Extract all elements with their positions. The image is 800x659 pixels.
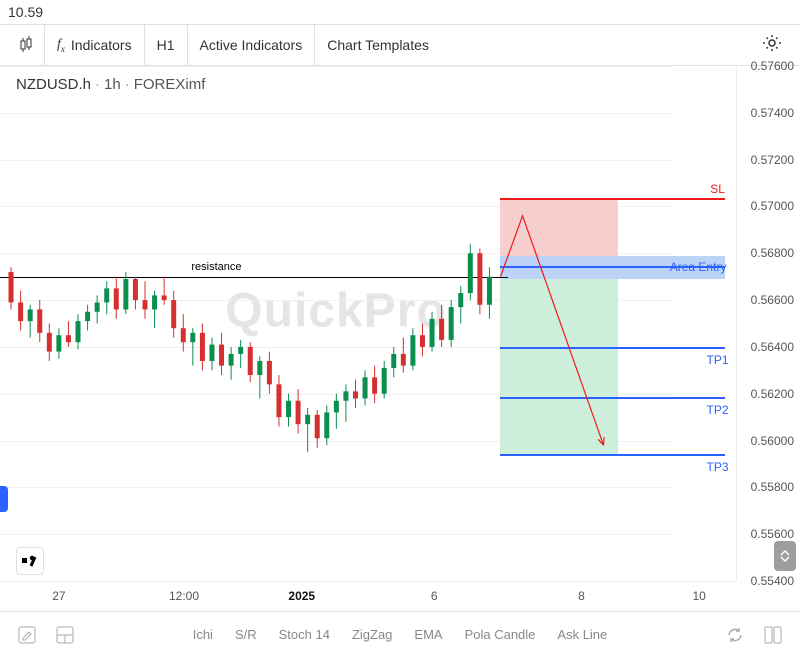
y-axis-label: 0.55600 — [751, 527, 794, 541]
side-collapse-tab[interactable] — [0, 486, 8, 512]
y-axis-label: 0.57600 — [751, 59, 794, 73]
chart-templates-label: Chart Templates — [327, 37, 429, 53]
indicator-shortcut[interactable]: S/R — [235, 627, 257, 642]
timeframe-label: H1 — [157, 37, 175, 53]
y-axis-label: 0.57000 — [751, 199, 794, 213]
chart-header: NZDUSD.h·1h·FOREXimf — [16, 76, 205, 93]
plot[interactable]: SLArea EntryTP1TP2TP3resistance — [0, 66, 736, 581]
x-axis-label: 8 — [578, 589, 585, 603]
symbol-label: NZDUSD.h — [16, 76, 91, 93]
indicators-label: Indicators — [71, 37, 132, 53]
tv-icon — [22, 555, 38, 567]
tradingview-badge[interactable] — [16, 547, 44, 575]
pencil-icon — [18, 626, 36, 644]
x-axis-label: 12:00 — [169, 589, 199, 603]
x-axis-label: 2025 — [288, 589, 315, 603]
settings-button[interactable] — [752, 27, 792, 64]
indicators-button[interactable]: fx Indicators — [45, 25, 145, 65]
x-axis-label: 6 — [431, 589, 438, 603]
y-axis[interactable]: 0.576000.574000.572000.570000.568000.566… — [736, 66, 800, 581]
layout-button[interactable] — [46, 620, 84, 650]
chevron-down-icon — [780, 556, 790, 562]
y-axis-label: 0.56000 — [751, 434, 794, 448]
chart-area[interactable]: NZDUSD.h·1h·FOREXimf QuickPro SLArea Ent… — [0, 66, 800, 611]
indicator-shortcut[interactable]: Ichi — [193, 627, 213, 642]
projection-arrow — [0, 66, 736, 581]
indicator-shortcut[interactable]: Pola Candle — [465, 627, 536, 642]
y-axis-label: 0.57200 — [751, 153, 794, 167]
indicator-shortcut[interactable]: ZigZag — [352, 627, 392, 642]
bottom-bar: Ichi S/R Stoch 14 ZigZag EMA Pola Candle Ask L… — [0, 611, 800, 657]
expand-button[interactable] — [754, 620, 792, 650]
draw-button[interactable] — [8, 620, 46, 650]
x-axis-label: 10 — [693, 589, 706, 603]
candle-type-button[interactable] — [8, 25, 45, 65]
gear-icon — [762, 33, 782, 53]
y-axis-label: 0.57400 — [751, 106, 794, 120]
y-axis-label: 0.56800 — [751, 246, 794, 260]
y-axis-label: 0.56600 — [751, 293, 794, 307]
active-indicators-label: Active Indicators — [200, 37, 303, 53]
indicator-shortcut[interactable]: Stoch 14 — [279, 627, 330, 642]
broker-label: FOREXimf — [134, 76, 206, 93]
interval-label: 1h — [104, 76, 121, 93]
timeframe-button[interactable]: H1 — [145, 25, 188, 65]
y-axis-label: 0.56400 — [751, 340, 794, 354]
expand-icon — [764, 626, 782, 644]
indicator-shortcut[interactable]: EMA — [414, 627, 442, 642]
indicator-shortcut[interactable]: Ask Line — [557, 627, 607, 642]
x-axis[interactable]: 27 12:00 2025 6 8 10 — [0, 581, 736, 611]
time-header: 10.59 — [0, 0, 800, 24]
refresh-button[interactable] — [716, 620, 754, 650]
y-axis-label: 0.56200 — [751, 387, 794, 401]
x-axis-label: 27 — [52, 589, 65, 603]
fx-icon: fx — [57, 37, 65, 54]
y-axis-label: 0.55400 — [751, 574, 794, 588]
active-indicators-button[interactable]: Active Indicators — [188, 25, 316, 65]
candle-icon — [18, 36, 34, 54]
y-axis-label: 0.55800 — [751, 480, 794, 494]
layout-icon — [56, 626, 74, 644]
scroll-button[interactable] — [774, 541, 796, 571]
toolbar: fx Indicators H1 Active Indicators Chart… — [0, 24, 800, 66]
chart-templates-button[interactable]: Chart Templates — [315, 25, 441, 65]
refresh-icon — [726, 626, 744, 644]
